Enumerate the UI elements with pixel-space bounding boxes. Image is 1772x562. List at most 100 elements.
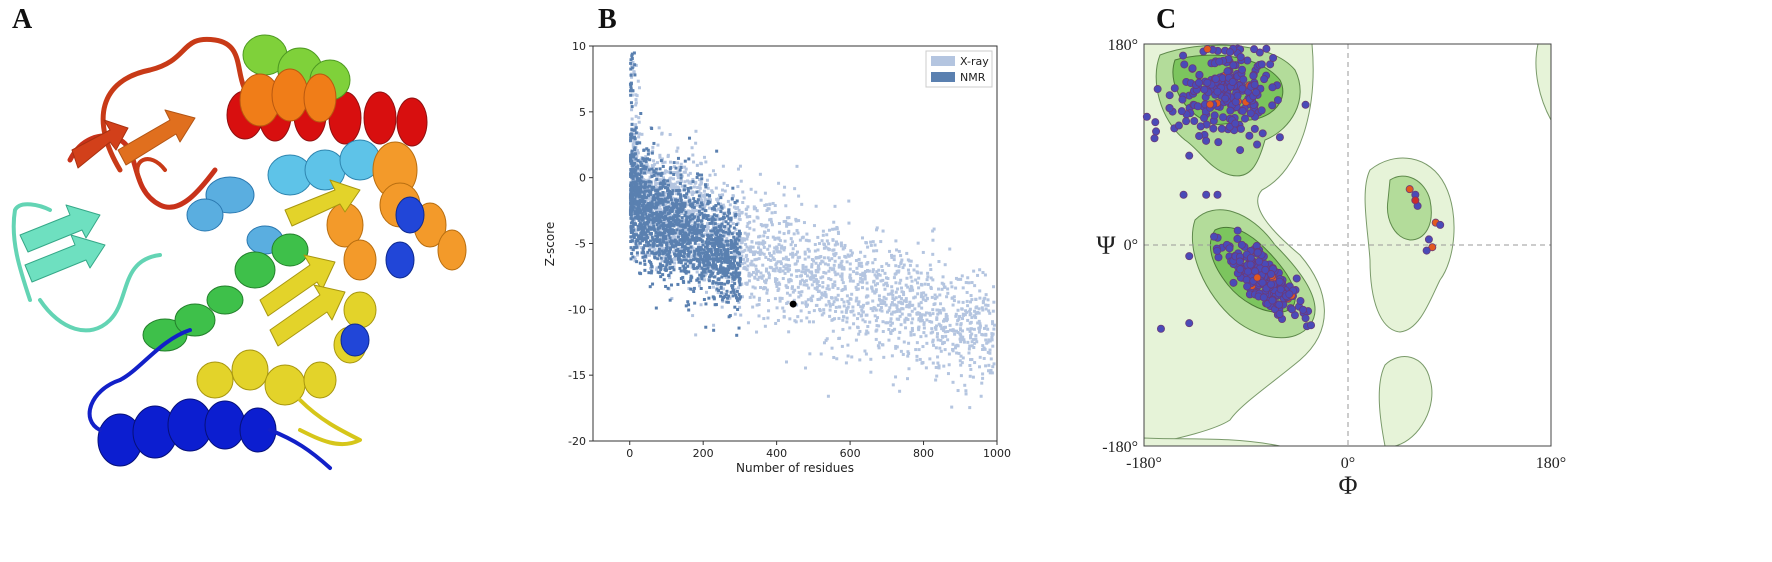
nmr-point [629, 158, 633, 162]
nmr-point [635, 251, 639, 255]
xray-point [755, 209, 759, 213]
xray-point [799, 309, 803, 313]
xray-point [865, 329, 869, 333]
nmr-point [727, 294, 731, 298]
nmr-point [660, 215, 664, 219]
xray-point [861, 318, 865, 322]
nmr-point [692, 197, 696, 201]
xray-point [936, 355, 940, 359]
nmr-point [629, 101, 633, 105]
xray-point [793, 319, 797, 323]
xray-point [878, 341, 882, 345]
nmr-point [683, 184, 687, 188]
xray-point [816, 235, 820, 239]
xray-point [822, 308, 826, 312]
xray-point [804, 265, 808, 269]
nmr-point [733, 249, 737, 253]
xray-point [859, 261, 863, 265]
xray-point [673, 208, 677, 212]
ramachandran-frame [1143, 43, 1552, 447]
xray-point [766, 316, 770, 320]
xray-point [990, 338, 994, 342]
xray-point [752, 228, 756, 232]
residue-point [1152, 127, 1161, 136]
nmr-point [629, 132, 633, 136]
residue-point [1202, 190, 1211, 199]
xray-point [931, 340, 935, 344]
xray-point [888, 306, 892, 310]
xray-point [840, 288, 844, 292]
nmr-point [664, 268, 668, 272]
residue-point [1275, 133, 1284, 142]
xray-point [784, 284, 788, 288]
nmr-point [662, 278, 666, 282]
xray-point [814, 277, 818, 281]
nmr-point [684, 210, 688, 214]
xray-point [986, 303, 990, 307]
xray-point [699, 181, 703, 185]
xray-point [974, 312, 978, 316]
residue-point [1275, 300, 1284, 309]
nmr-point [696, 224, 700, 228]
nmr-point [680, 223, 684, 227]
nmr-point [700, 247, 704, 251]
nmr-point [641, 218, 645, 222]
nmr-point [678, 182, 682, 186]
nmr-point [639, 164, 643, 168]
nmr-point [639, 182, 643, 186]
nmr-point [714, 238, 718, 242]
xray-point [794, 219, 798, 223]
xray-point [874, 228, 878, 232]
nmr-point [629, 206, 633, 210]
xray-point [816, 266, 820, 270]
xray-point [631, 143, 635, 147]
xray-point [647, 253, 651, 257]
xray-point [794, 252, 798, 256]
xray-point [875, 226, 879, 230]
nmr-point [642, 159, 646, 163]
xray-point [782, 193, 786, 197]
nmr-point [643, 226, 647, 230]
xray-point [875, 270, 879, 274]
xray-point [724, 275, 728, 279]
nmr-point [630, 149, 634, 153]
xray-point [968, 309, 972, 313]
xray-point [808, 276, 812, 280]
xray-point [978, 289, 982, 293]
xray-point [728, 203, 732, 207]
xray-point [864, 270, 868, 274]
nmr-point [687, 303, 691, 307]
xray-point [856, 325, 860, 329]
nmr-point [636, 172, 640, 176]
xray-point [907, 352, 911, 356]
nmr-point [646, 243, 650, 247]
xray-point [951, 303, 955, 307]
xray-point [672, 187, 676, 191]
residue-point [1206, 100, 1215, 109]
xray-point [972, 346, 976, 350]
nmr-point [637, 191, 641, 195]
xray-point [676, 200, 680, 204]
xray-point [767, 309, 771, 313]
nmr-point [735, 247, 739, 251]
xray-point [966, 327, 970, 331]
xray-point [736, 167, 740, 171]
xray-point [951, 380, 955, 384]
xray-point [900, 258, 904, 262]
xray-point [872, 280, 876, 284]
xray-point [835, 227, 839, 231]
xray-point [840, 278, 844, 282]
nmr-point [703, 259, 707, 263]
nmr-point [640, 204, 644, 208]
legend-swatch-xray [931, 56, 955, 66]
xray-point [895, 345, 899, 349]
xray-point [663, 171, 667, 175]
residue-point [1185, 252, 1194, 261]
xray-point [978, 324, 982, 328]
nmr-point [635, 173, 639, 177]
nmr-point [711, 280, 715, 284]
xray-point [935, 317, 939, 321]
xray-point [774, 321, 778, 325]
xray-point [672, 211, 676, 215]
xray-point [706, 186, 710, 190]
